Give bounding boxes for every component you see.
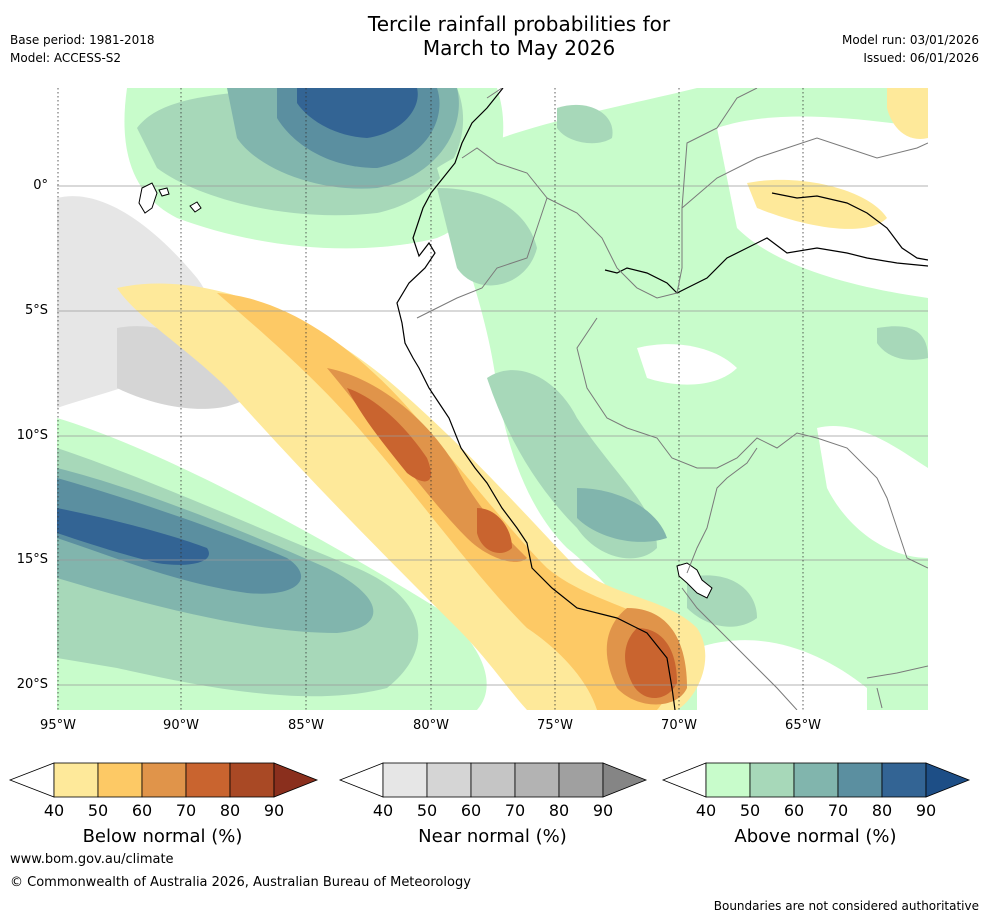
cb-below-2 — [97, 762, 143, 798]
cb-below-tick-40: 40 — [43, 801, 65, 820]
cb-above-0 — [661, 762, 707, 798]
cb-below-tick-70: 70 — [175, 801, 197, 820]
rio-negro — [771, 192, 928, 261]
issued-date: Issued: 06/01/2026 — [863, 51, 979, 65]
cb-below-5 — [229, 762, 275, 798]
cb-below-0 — [8, 762, 55, 798]
cb-near-2 — [426, 762, 472, 798]
cb-above-tick-60: 60 — [783, 801, 805, 820]
cb-below-tick-50: 50 — [87, 801, 109, 820]
cb-near-0 — [338, 762, 384, 798]
model-run: Model run: 03/01/2026 — [841, 33, 979, 47]
cb-near-6 — [602, 762, 648, 798]
cb-below-3 — [141, 762, 187, 798]
below-normal-regions — [117, 88, 928, 710]
cb-below-1 — [53, 762, 99, 798]
cb-above-tick-50: 50 — [739, 801, 761, 820]
cb-below-tick-60: 60 — [131, 801, 153, 820]
cb-near-5 — [558, 762, 604, 798]
model-name: Model: ACCESS-S2 — [10, 51, 122, 65]
lat-label-20s: 20°S — [16, 677, 48, 692]
cb-above-3 — [793, 762, 839, 798]
coastline — [396, 88, 676, 710]
colorbars — [8, 762, 971, 798]
cb-near-tick-50: 50 — [416, 801, 438, 820]
cb-near-tick-90: 90 — [592, 801, 614, 820]
lat-label-15s: 15°S — [16, 552, 48, 567]
cb-near-4 — [514, 762, 560, 798]
cb-above-5 — [881, 762, 927, 798]
footer-disclaimer: Boundaries are not considered authoritat… — [713, 899, 979, 913]
colorbar-near-normal — [338, 762, 648, 798]
cb-near-title: Near normal (%) — [418, 826, 567, 847]
lon-label-90w: 90°W — [163, 718, 199, 733]
lat-label-5s: 5°S — [24, 303, 48, 318]
amazon-river — [604, 237, 928, 294]
lon-label-95w: 95°W — [40, 718, 76, 733]
lon-label-80w: 80°W — [413, 718, 449, 733]
graticule-lat — [57, 185, 928, 686]
cb-below-tick-80: 80 — [219, 801, 241, 820]
lat-label-0: 0° — [33, 178, 48, 193]
lake-titicaca — [676, 562, 713, 599]
lat-label-10s: 10°S — [16, 428, 48, 443]
cb-below-6 — [273, 762, 319, 798]
cb-above-2 — [749, 762, 795, 798]
galapagos-islands — [138, 182, 202, 214]
title-line-1: Tercile rainfall probabilities for — [367, 12, 671, 36]
cb-above-1 — [705, 762, 751, 798]
cb-above-tick-90: 90 — [915, 801, 937, 820]
cb-near-3 — [470, 762, 516, 798]
cb-above-6 — [925, 762, 971, 798]
colorbar-above-normal — [661, 762, 971, 798]
lon-label-75w: 75°W — [537, 718, 573, 733]
cb-near-tick-70: 70 — [504, 801, 526, 820]
footer-url: www.bom.gov.au/climate — [10, 852, 174, 867]
cb-above-title: Above normal (%) — [734, 826, 897, 847]
cb-above-4 — [837, 762, 883, 798]
meta-left: Base period: 1981-2018 Model: ACCESS-S2 — [10, 32, 155, 66]
lon-label-85w: 85°W — [288, 718, 324, 733]
cb-above-tick-80: 80 — [871, 801, 893, 820]
cb-near-1 — [382, 762, 428, 798]
map-title: Tercile rainfall probabilities for March… — [0, 12, 988, 60]
cb-below-4 — [185, 762, 231, 798]
meta-right: Model run: 03/01/2026 Issued: 06/01/2026 — [842, 32, 979, 66]
cb-below-title: Below normal (%) — [82, 826, 243, 847]
cb-below-tick-90: 90 — [263, 801, 285, 820]
cb-above-tick-70: 70 — [827, 801, 849, 820]
probability-map — [57, 88, 928, 710]
country-borders — [416, 88, 928, 710]
footer-copyright: © Commonwealth of Australia 2026, Austra… — [10, 875, 471, 890]
title-line-2: March to May 2026 — [422, 36, 616, 60]
cb-near-tick-60: 60 — [460, 801, 482, 820]
lon-label-70w: 70°W — [661, 718, 697, 733]
cb-near-tick-80: 80 — [548, 801, 570, 820]
cb-above-tick-40: 40 — [695, 801, 717, 820]
cb-near-tick-40: 40 — [372, 801, 394, 820]
colorbar-below-normal — [8, 762, 319, 798]
base-period: Base period: 1981-2018 — [10, 33, 155, 47]
lon-label-65w: 65°W — [785, 718, 821, 733]
